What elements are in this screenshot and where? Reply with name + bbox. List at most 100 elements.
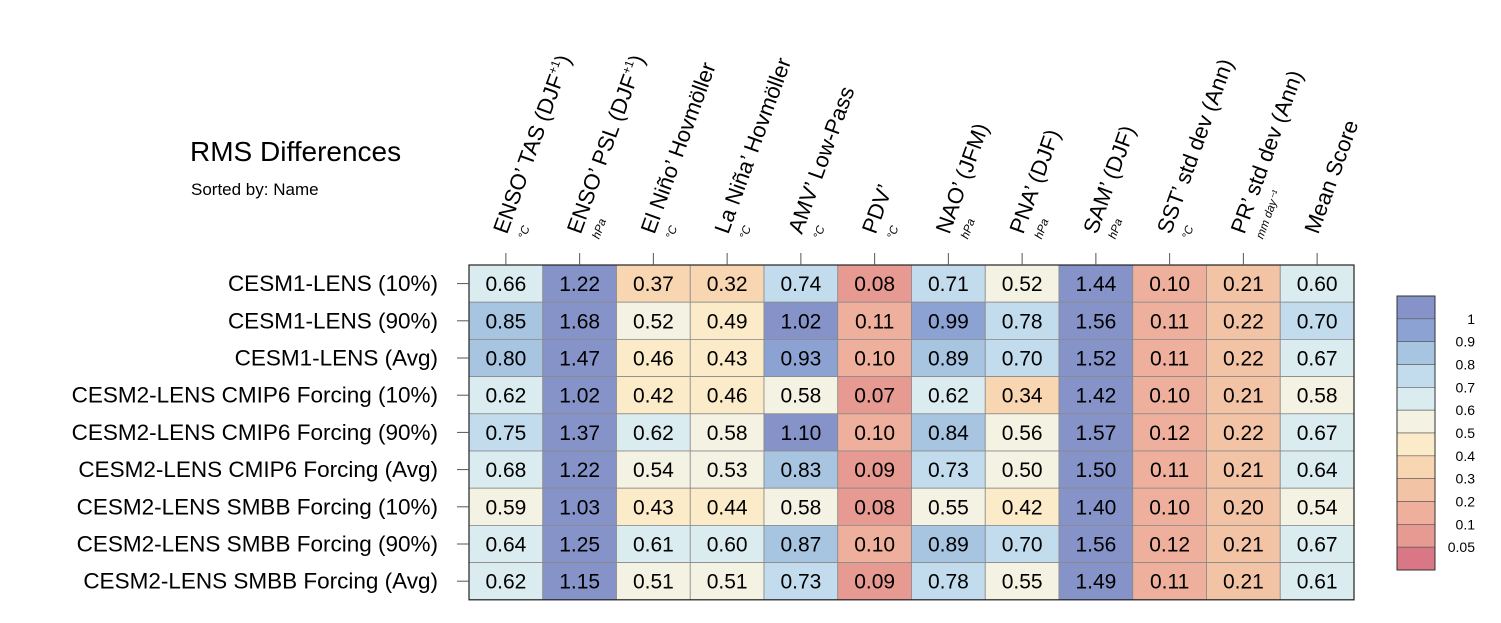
cell-value: 0.10 <box>854 534 895 557</box>
column-unit: °C <box>812 224 828 241</box>
heatmap-cell <box>1132 450 1207 489</box>
heatmap-cell <box>1132 264 1207 303</box>
row-label: CESM1-LENS (Avg) <box>235 346 438 371</box>
cell-value: 0.08 <box>854 496 895 519</box>
colorbar-segment <box>1396 432 1436 457</box>
cell-value: 0.87 <box>780 534 821 557</box>
column-unit: °C <box>664 224 680 241</box>
cell-value: 0.43 <box>707 348 748 371</box>
cell-value: 0.64 <box>485 534 526 557</box>
cell-value: 0.62 <box>485 571 526 594</box>
cell-value: 0.22 <box>1223 348 1264 371</box>
cell-value: 0.49 <box>707 310 748 333</box>
cell-value: 0.67 <box>1297 348 1338 371</box>
cell-value: 1.25 <box>559 534 600 557</box>
cell-value: 0.59 <box>485 496 526 519</box>
heatmap-cell <box>1279 376 1355 415</box>
cell-value: 0.78 <box>1002 310 1043 333</box>
heatmap-cell <box>616 338 691 377</box>
heatmap-cell <box>1132 562 1207 601</box>
cell-value: 0.12 <box>1149 422 1190 445</box>
cell-value: 0.11 <box>1150 310 1189 333</box>
cell-value: 0.08 <box>854 273 895 296</box>
heatmap-cell <box>1206 525 1281 564</box>
column-label-text: SAM’ (DJF) <box>1078 122 1140 237</box>
heatmap-cell <box>763 562 839 601</box>
heatmap-cell <box>616 525 691 564</box>
colorbar-tick-label: 0.8 <box>1456 357 1476 373</box>
cell-value: 0.56 <box>1002 422 1043 445</box>
heatmap-cell <box>616 487 691 526</box>
cell-value: 0.73 <box>928 459 969 482</box>
cell-value: 0.53 <box>707 459 748 482</box>
column-unit: hPa <box>1107 217 1125 240</box>
colorbar-segment <box>1396 524 1436 548</box>
cell-value: 1.68 <box>559 310 600 333</box>
column-unit: °C <box>886 224 902 241</box>
cell-value: 0.37 <box>633 273 674 296</box>
cell-value: 0.68 <box>485 459 526 482</box>
cell-value: 0.12 <box>1149 534 1190 557</box>
cell-value: 0.58 <box>707 422 748 445</box>
column-label: NAO’ (JFM)hPa <box>931 120 994 241</box>
cell-value: 0.62 <box>485 385 526 408</box>
cell-value: 0.80 <box>485 348 526 371</box>
cell-value: 0.67 <box>1297 534 1338 557</box>
heatmap-cell <box>1132 525 1207 564</box>
cell-value: 0.58 <box>1297 385 1338 408</box>
colorbar-tick-label: 0.05 <box>1448 539 1475 555</box>
cell-value: 0.09 <box>854 571 895 594</box>
cell-value: 0.70 <box>1002 534 1043 557</box>
colorbar-tick-label: 0.7 <box>1456 379 1476 395</box>
cell-value: 0.10 <box>1149 385 1190 408</box>
heatmap-cell <box>542 450 617 489</box>
cell-value: 1.37 <box>559 422 600 445</box>
cell-value: 0.11 <box>1150 571 1189 594</box>
chart-title: RMS Differences <box>190 136 402 167</box>
cell-value: 1.52 <box>1075 348 1116 371</box>
heatmap-cell <box>468 376 544 415</box>
heatmap-cell <box>1206 301 1281 340</box>
column-label-text: NAO’ (JFM) <box>931 120 994 237</box>
heatmap-cell <box>911 338 986 377</box>
cell-value: 0.55 <box>928 496 969 519</box>
cell-value: 0.11 <box>1150 459 1189 482</box>
heatmap-cell <box>1206 338 1281 377</box>
colorbar-segment <box>1396 501 1436 525</box>
column-label-text: Mean Score <box>1299 117 1363 237</box>
cell-value: 1.22 <box>559 459 600 482</box>
heatmap-cell <box>1206 413 1281 452</box>
row-label: CESM2-LENS SMBB Forcing (10%) <box>77 494 438 519</box>
colorbar-tick-label: 0.9 <box>1456 334 1476 350</box>
cell-value: 1.56 <box>1075 310 1116 333</box>
cell-value: 0.46 <box>707 385 748 408</box>
heatmap-cell <box>984 338 1060 377</box>
cell-value: 1.10 <box>780 422 821 445</box>
row-label: CESM2-LENS CMIP6 Forcing (Avg) <box>78 457 438 482</box>
cell-value: 0.42 <box>633 385 674 408</box>
cell-value: 0.74 <box>780 273 821 296</box>
column-unit: hPa <box>1033 217 1051 240</box>
cell-value: 0.11 <box>1150 348 1189 371</box>
heatmap-cell <box>1058 562 1134 601</box>
cell-value: 0.58 <box>780 385 821 408</box>
heatmap-cell <box>468 562 544 601</box>
cell-value: 0.21 <box>1223 459 1264 482</box>
cell-value: 0.51 <box>633 571 674 594</box>
column-unit: °C <box>517 224 533 241</box>
heatmap-cell <box>1206 487 1281 526</box>
heatmap-cell <box>616 301 691 340</box>
cell-value: 0.07 <box>854 385 895 408</box>
cell-value: 0.09 <box>854 459 895 482</box>
row-label: CESM2-LENS SMBB Forcing (90%) <box>77 532 438 557</box>
row-label: CESM1-LENS (10%) <box>228 271 438 296</box>
cell-value: 0.71 <box>928 273 969 296</box>
heatmap-cell <box>1132 301 1207 340</box>
colorbar-segment <box>1396 318 1436 342</box>
cell-value: 0.75 <box>485 422 526 445</box>
cell-value: 0.83 <box>780 459 821 482</box>
heatmap-cell <box>837 413 912 452</box>
column-unit: hPa <box>591 217 609 240</box>
colorbar-tick-label: 0.2 <box>1456 494 1476 510</box>
cell-value: 1.57 <box>1075 422 1116 445</box>
